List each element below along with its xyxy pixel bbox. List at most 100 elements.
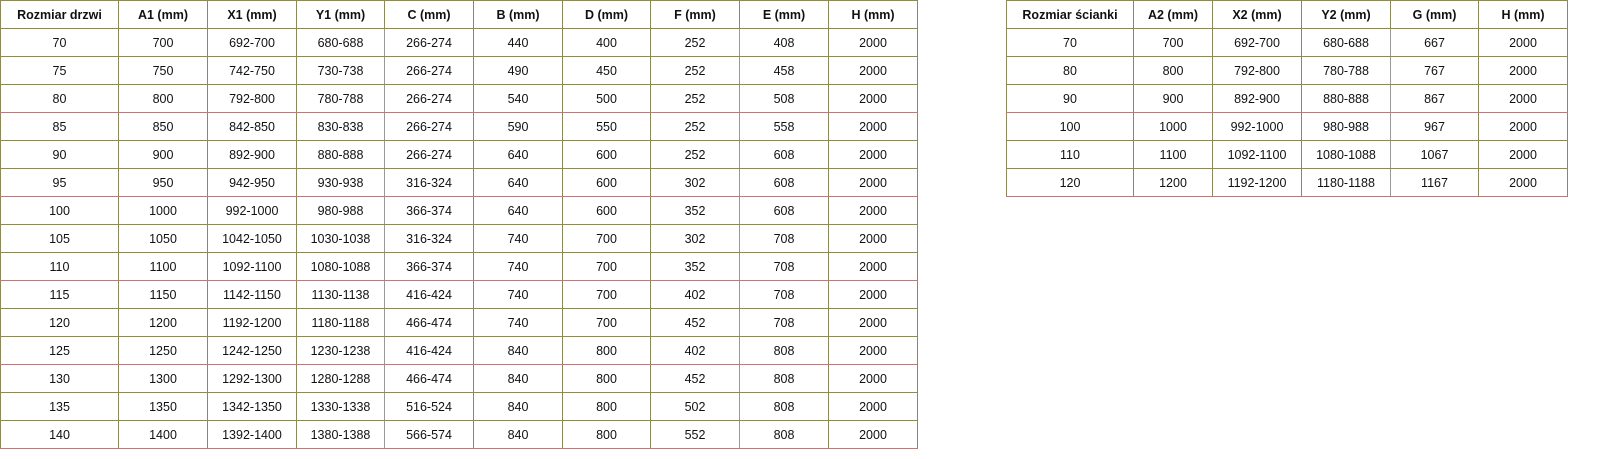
table-cell: 400 (562, 28, 651, 57)
table-cell: 692-700 (207, 28, 297, 57)
table-cell: 302 (650, 168, 740, 197)
walls-size-table: Rozmiar ścianki A2 (mm) X2 (mm) Y2 (mm) G (m… (1006, 0, 1568, 197)
table-cell: 566-574 (384, 420, 474, 449)
table-row: 125 1250 1242-1250 1230-1238 416-424 840 800 40… (0, 336, 918, 365)
table-row: 115 1150 1142-1150 1130-1138 416-424 740 700 40… (0, 280, 918, 309)
table-cell: 2000 (828, 140, 918, 169)
table-cell: 640 (473, 196, 563, 225)
table-cell: 1280-1288 (296, 364, 385, 393)
column-header: H (mm) (828, 0, 918, 29)
table-cell: 2000 (828, 224, 918, 253)
table-cell: 942-950 (207, 168, 297, 197)
table-row: 80 800 792-800 780-788 266-274 540 500 252 508 20… (0, 84, 918, 113)
doors-size-table: Rozmiar drzwi A1 (mm) X1 (mm) Y1 (mm) C (mm)… (0, 0, 918, 449)
table-cell: 840 (473, 364, 563, 393)
table-cell: 105 (0, 224, 119, 253)
table-cell: 80 (1006, 56, 1134, 85)
table-cell: 1080-1088 (1301, 140, 1391, 169)
table-cell: 1200 (118, 308, 208, 337)
table-cell: 450 (562, 56, 651, 85)
table-cell: 1200 (1133, 168, 1213, 197)
table-row: 110 1100 1092-1100 1080-1088 1067 2000 (1006, 140, 1568, 169)
table-cell: 316-324 (384, 224, 474, 253)
column-header: D (mm) (562, 0, 651, 29)
table-cell: 2000 (1478, 168, 1568, 197)
table-cell: 1067 (1390, 140, 1479, 169)
table-row: 140 1400 1392-1400 1380-1388 566-574 840 800 55… (0, 420, 918, 449)
table-cell: 70 (1006, 28, 1134, 57)
table-cell: 408 (739, 28, 829, 57)
table-cell: 700 (562, 280, 651, 309)
table-cell: 252 (650, 56, 740, 85)
table-cell: 640 (473, 168, 563, 197)
table-cell: 680-688 (1301, 28, 1391, 57)
table-cell: 416-424 (384, 336, 474, 365)
column-header: F (mm) (650, 0, 740, 29)
table-cell: 608 (739, 140, 829, 169)
table-cell: 892-900 (207, 140, 297, 169)
table-cell: 830-838 (296, 112, 385, 141)
table-row: 100 1000 992-1000 980-988 366-374 640 600 352 60… (0, 196, 918, 225)
table-cell: 266-274 (384, 28, 474, 57)
table-cell: 1300 (118, 364, 208, 393)
table-row: 100 1000 992-1000 980-988 967 2000 (1006, 112, 1568, 141)
table-cell: 1180-1188 (296, 308, 385, 337)
table-cell: 1100 (118, 252, 208, 281)
column-header: B (mm) (473, 0, 563, 29)
table-cell: 880-888 (1301, 84, 1391, 113)
table-cell: 808 (739, 336, 829, 365)
table-cell: 266-274 (384, 140, 474, 169)
table-cell: 1142-1150 (207, 280, 297, 309)
table-cell: 2000 (828, 168, 918, 197)
table-cell: 140 (0, 420, 119, 449)
table-cell: 252 (650, 84, 740, 113)
table-cell: 416-424 (384, 280, 474, 309)
table-cell: 2000 (1478, 28, 1568, 57)
table-cell: 266-274 (384, 56, 474, 85)
table-cell: 2000 (828, 364, 918, 393)
table-cell: 867 (1390, 84, 1479, 113)
table-row: 90 900 892-900 880-888 867 2000 (1006, 84, 1568, 113)
table-row: 120 1200 1192-1200 1180-1188 1167 2000 (1006, 168, 1568, 197)
table-cell: 2000 (828, 196, 918, 225)
table-cell: 452 (650, 364, 740, 393)
table-row: 120 1200 1192-1200 1180-1188 466-474 740 700 45… (0, 308, 918, 337)
column-header: A2 (mm) (1133, 0, 1213, 29)
table-cell: 742-750 (207, 56, 297, 85)
table-cell: 767 (1390, 56, 1479, 85)
header-row: Rozmiar drzwi A1 (mm) X1 (mm) Y1 (mm) C (mm)… (0, 0, 918, 29)
table-cell: 252 (650, 140, 740, 169)
table-cell: 740 (473, 224, 563, 253)
table-cell: 1350 (118, 392, 208, 421)
table-cell: 590 (473, 112, 563, 141)
table-cell: 1400 (118, 420, 208, 449)
table-cell: 1380-1388 (296, 420, 385, 449)
table-cell: 1092-1100 (1212, 140, 1302, 169)
table-cell: 90 (1006, 84, 1134, 113)
table-cell: 125 (0, 336, 119, 365)
table-cell: 880-888 (296, 140, 385, 169)
column-header: X2 (mm) (1212, 0, 1302, 29)
table-cell: 1230-1238 (296, 336, 385, 365)
table-cell: 980-988 (296, 196, 385, 225)
table-cell: 550 (562, 112, 651, 141)
column-header: E (mm) (739, 0, 829, 29)
table-cell: 680-688 (296, 28, 385, 57)
table-cell: 540 (473, 84, 563, 113)
table-cell: 842-850 (207, 112, 297, 141)
table-cell: 85 (0, 112, 119, 141)
table-cell: 700 (562, 308, 651, 337)
table-cell: 980-988 (1301, 112, 1391, 141)
table-cell: 850 (118, 112, 208, 141)
table-cell: 352 (650, 196, 740, 225)
table-row: 70 700 692-700 680-688 667 2000 (1006, 28, 1568, 57)
table-cell: 366-374 (384, 196, 474, 225)
table-cell: 402 (650, 336, 740, 365)
table-row: 75 750 742-750 730-738 266-274 490 450 252 458 20… (0, 56, 918, 85)
table-cell: 2000 (1478, 84, 1568, 113)
table-row: 110 1100 1092-1100 1080-1088 366-374 740 700 35… (0, 252, 918, 281)
table-cell: 1342-1350 (207, 392, 297, 421)
table-cell: 1180-1188 (1301, 168, 1391, 197)
table-row: 95 950 942-950 930-938 316-324 640 600 302 608 20… (0, 168, 918, 197)
table-cell: 800 (562, 392, 651, 421)
